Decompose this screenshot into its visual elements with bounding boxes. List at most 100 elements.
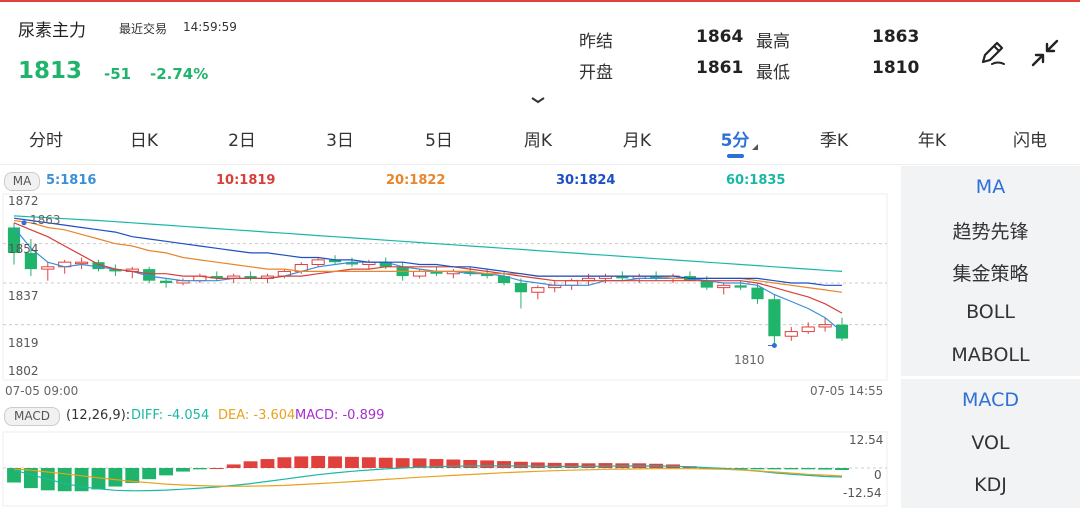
candle-body — [92, 262, 105, 270]
candle-body — [801, 326, 815, 333]
macd-bar — [243, 461, 258, 468]
macd-diff-value: DIFF: -4.054 — [131, 408, 210, 423]
macd-y-top: 12.54 — [849, 433, 884, 447]
macd-bar — [446, 459, 461, 468]
candle-body — [159, 280, 173, 283]
candle-body — [109, 269, 122, 272]
candle-body — [818, 324, 832, 328]
low-marker-dot — [771, 342, 777, 348]
tab-2day[interactable]: 2日 — [228, 131, 256, 151]
indicator-kdj[interactable]: KDJ — [974, 474, 1007, 496]
active-tab-underline — [727, 154, 744, 158]
candle-body — [650, 276, 663, 279]
low-value: 1810 — [872, 58, 920, 78]
macd-dea-line — [13, 468, 843, 487]
last-trade-label: 最近交易 — [119, 22, 168, 36]
indicator-fund-strategy[interactable]: 集金策略 — [952, 263, 1029, 285]
open-value: 1861 — [696, 58, 744, 78]
high-marker-label: 1863 — [30, 213, 61, 227]
macd-bar — [159, 468, 174, 476]
indicator-vol[interactable]: VOL — [971, 432, 1010, 454]
macd-bar — [361, 457, 376, 468]
chart-frame — [2, 193, 888, 381]
prev-settle-value: 1864 — [696, 27, 744, 47]
tab-fenshi[interactable]: 分时 — [29, 131, 63, 151]
price-change: -51 — [104, 65, 132, 83]
tab-monthly-k[interactable]: 月K — [622, 131, 652, 151]
macd-bar — [378, 457, 393, 468]
macd-bar — [209, 468, 224, 469]
candle-body — [514, 283, 528, 293]
indicator-macd[interactable]: MACD — [962, 389, 1019, 411]
macd-bar — [328, 456, 342, 468]
period-dropdown-icon[interactable] — [752, 144, 758, 150]
prev-settle-label: 昨结 — [579, 32, 613, 52]
divider — [0, 164, 1080, 165]
candle-body — [497, 276, 511, 283]
candle-body — [412, 270, 427, 277]
indicator-boll[interactable]: BOLL — [966, 301, 1015, 323]
indicator-ma[interactable]: MA — [975, 176, 1006, 198]
edit-pencil-icon[interactable] — [978, 38, 1008, 68]
ma-indicator-tag[interactable]: MA — [4, 172, 40, 191]
macd-bar — [226, 464, 241, 468]
macd-bar — [463, 459, 478, 468]
indicator-sidebar: MA 趋势先锋 集金策略 BOLL MABOLL MACD VOL KDJ — [901, 166, 1080, 508]
ma30-value: 30:1824 — [556, 173, 616, 188]
macd-bar — [733, 468, 748, 470]
y-label-top: 1872 — [8, 194, 39, 208]
macd-bar — [7, 468, 21, 483]
macd-bar — [311, 455, 326, 468]
tab-5day[interactable]: 5日 — [425, 131, 453, 151]
indicator-trend-pioneer[interactable]: 趋势先锋 — [952, 221, 1029, 243]
low-label: 最低 — [756, 63, 790, 83]
candle-body — [481, 273, 494, 277]
last-price: 1813 — [18, 58, 83, 84]
macd-chart[interactable] — [0, 430, 900, 508]
indicator-maboll[interactable]: MABOLL — [951, 344, 1030, 366]
candle-body — [768, 299, 781, 337]
candle-body — [616, 276, 629, 279]
y-label-bottom: 1802 — [8, 364, 39, 378]
candle-body — [328, 259, 342, 263]
tab-3day[interactable]: 3日 — [326, 131, 354, 151]
macd-bar — [57, 468, 72, 492]
sidebar-divider — [901, 376, 1080, 379]
candle-body — [784, 331, 798, 337]
macd-bar — [818, 468, 833, 470]
chevron-down-icon[interactable] — [530, 90, 546, 104]
tab-5min[interactable]: 5分 — [720, 131, 750, 151]
tab-daily-k[interactable]: 日K — [129, 131, 159, 151]
macd-bar — [74, 468, 89, 492]
tab-yearly-k[interactable]: 年K — [917, 131, 947, 151]
macd-bar — [581, 463, 596, 468]
macd-bar — [277, 457, 292, 468]
tab-weekly-k[interactable]: 周K — [523, 131, 553, 151]
tab-flash[interactable]: 闪电 — [1013, 131, 1047, 151]
macd-bar — [91, 468, 106, 490]
candle-body — [734, 285, 747, 288]
time-end: 07-05 14:55 — [810, 384, 884, 398]
candle-body — [244, 276, 257, 279]
last-trade-time: 14:59:59 — [183, 20, 237, 34]
candle-body — [531, 287, 545, 293]
candlestick-chart[interactable] — [0, 192, 900, 382]
macd-bar — [835, 468, 849, 471]
candle-body — [311, 259, 325, 265]
macd-macd-value: MACD: -0.899 — [295, 408, 385, 423]
candle-body — [24, 252, 37, 270]
ma5-value: 5:1816 — [46, 173, 97, 188]
y-label-3: 1837 — [8, 289, 39, 303]
candle-body — [143, 269, 156, 281]
macd-bar — [294, 456, 309, 468]
top-accent-line — [0, 0, 1080, 2]
macd-bar — [784, 468, 799, 470]
candle-body — [345, 262, 359, 265]
collapse-arrows-icon[interactable] — [1030, 38, 1060, 68]
ma-line-ma20 — [13, 219, 843, 293]
macd-indicator-tag[interactable]: MACD — [4, 407, 60, 426]
tab-quarterly-k[interactable]: 季K — [819, 131, 849, 151]
low-marker-label: 1810 — [734, 353, 765, 367]
high-marker-dot — [21, 220, 27, 226]
open-label: 开盘 — [579, 63, 613, 83]
